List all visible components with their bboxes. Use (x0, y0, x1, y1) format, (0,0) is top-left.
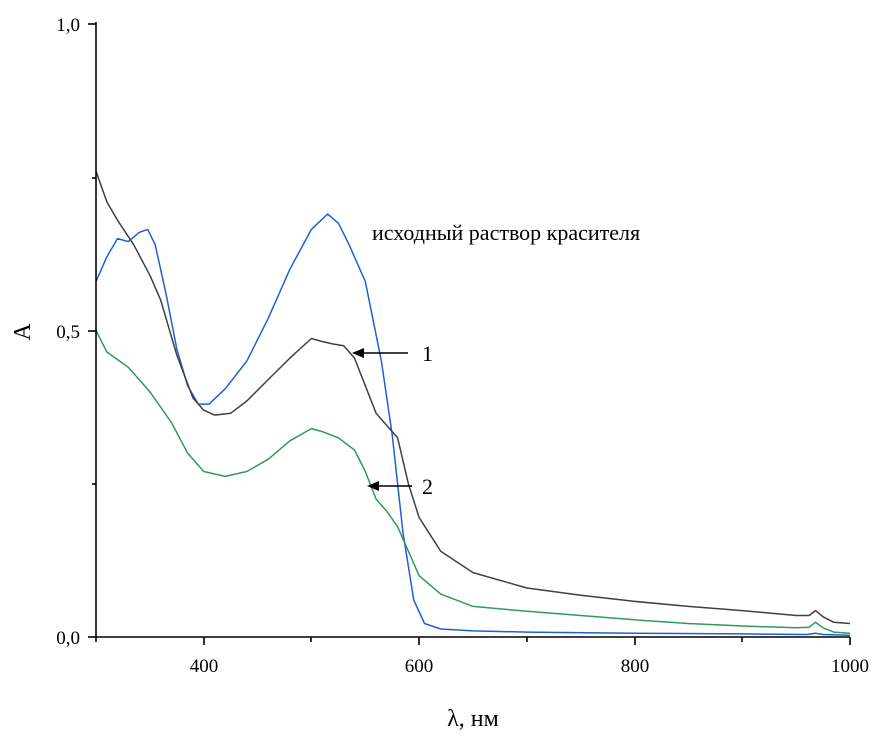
x-tick-label-400: 400 (190, 656, 219, 677)
x-tick-label-800: 800 (621, 656, 650, 677)
series-line-0 (95, 213, 851, 636)
y-axis-title: A (10, 323, 36, 341)
curve-label-2: 2 (422, 474, 433, 499)
series-line-1 (95, 170, 851, 625)
x-tick-label-1000: 1000 (831, 656, 869, 677)
series-layer (95, 170, 851, 636)
x-tick-label-600: 600 (405, 656, 434, 677)
y-tick-label-0: 0,0 (56, 628, 80, 649)
y-tick-label-05: 0,5 (56, 322, 80, 343)
curve-label-1: 1 (422, 341, 433, 366)
y-tick-label-1: 1,0 (56, 15, 80, 36)
x-axis-title: λ, нм (447, 706, 499, 732)
arrow-2-head (367, 481, 379, 491)
annotation-original-dye-solution: исходный раствор красителя (372, 220, 640, 245)
series-line-2 (95, 330, 851, 635)
arrow-1-head (352, 348, 364, 358)
